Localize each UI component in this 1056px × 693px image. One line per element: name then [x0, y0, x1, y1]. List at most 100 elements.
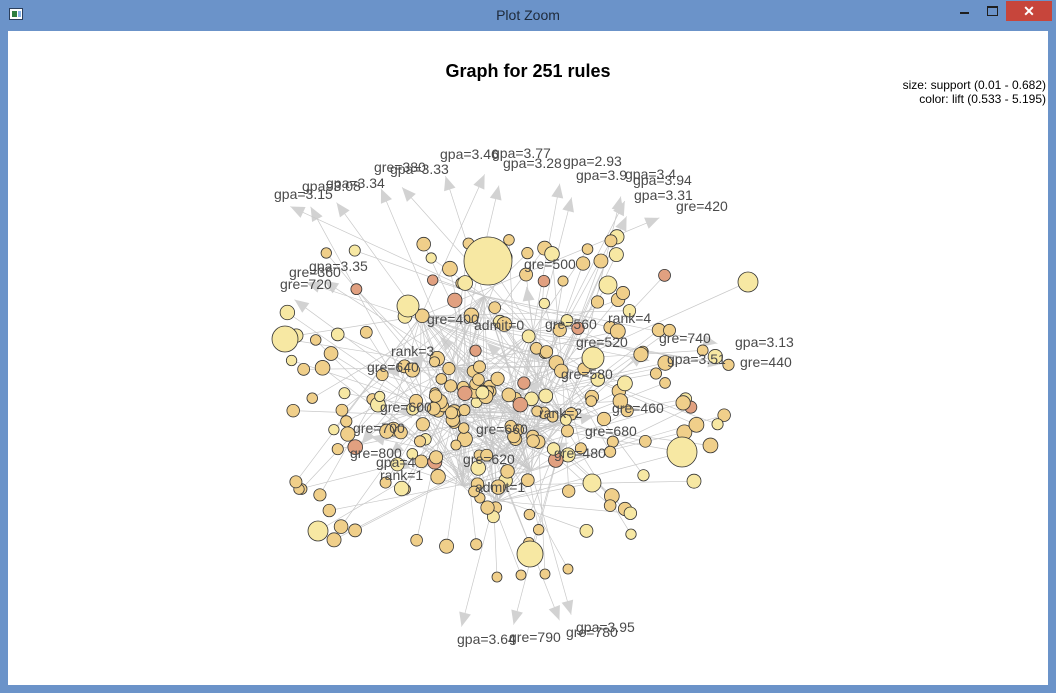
- item-label: gpa=3.13: [735, 334, 794, 350]
- rule-node: [396, 294, 420, 318]
- rule-node: [286, 403, 300, 418]
- item-label: gpa=3.51: [667, 351, 726, 367]
- rule-node: [480, 500, 495, 515]
- rule-node: [533, 524, 545, 536]
- edge: [361, 295, 485, 445]
- rule-node: [469, 344, 482, 357]
- item-label: gpa=4: [376, 454, 416, 470]
- minimize-button[interactable]: [950, 1, 979, 21]
- edge-arrow: [336, 202, 350, 218]
- edge-arrow: [486, 342, 502, 357]
- rule-node: [307, 520, 329, 542]
- rule-node: [521, 329, 536, 344]
- item-label: admit=0: [474, 317, 524, 333]
- rule-node: [429, 356, 441, 368]
- edge: [337, 412, 518, 450]
- rule-node: [347, 439, 363, 455]
- edge: [482, 295, 485, 391]
- rule-node: [322, 503, 336, 518]
- edge: [420, 174, 485, 317]
- edge: [561, 292, 624, 367]
- item-label: gpa=3.34: [326, 175, 385, 191]
- rule-node: [496, 316, 513, 332]
- rule-node: [608, 247, 624, 263]
- close-button[interactable]: ✕: [1006, 1, 1052, 21]
- edge: [310, 206, 464, 487]
- rule-node: [470, 538, 483, 551]
- rule-node: [557, 275, 569, 287]
- rule-node: [393, 425, 408, 440]
- edge: [462, 485, 587, 532]
- rule-node: [359, 325, 373, 339]
- item-label: gre=580: [561, 366, 613, 382]
- item-label: gpa=3.94: [633, 172, 692, 188]
- item-label: gpa=3.64: [457, 631, 516, 647]
- title-bar[interactable]: Plot Zoom ✕: [0, 0, 1056, 31]
- item-label: gre=740: [659, 330, 711, 346]
- rule-node: [609, 323, 626, 340]
- edge: [412, 369, 464, 487]
- rule-node: [604, 445, 617, 458]
- rule-node: [657, 355, 673, 371]
- rule-node: [430, 469, 446, 485]
- rule-node: [429, 450, 444, 465]
- edge: [529, 420, 568, 515]
- edge-arrow: [613, 201, 625, 217]
- item-label: gpa=3.95: [576, 619, 635, 635]
- rule-node: [554, 363, 569, 379]
- rule-node: [379, 476, 392, 489]
- rule-node: [472, 373, 485, 386]
- rule-node: [310, 334, 322, 346]
- rule-node: [457, 275, 473, 291]
- item-label: gre=790: [509, 629, 561, 645]
- edge: [561, 365, 611, 452]
- rule-node: [702, 437, 719, 454]
- rule-node: [571, 321, 585, 335]
- rule-node: [658, 268, 671, 282]
- item-label: gre=440: [740, 354, 792, 370]
- item-label: rank=1: [380, 467, 423, 483]
- edge: [561, 254, 617, 367]
- edge: [404, 366, 464, 487]
- rule-node: [737, 271, 759, 293]
- rule-node: [338, 387, 351, 400]
- edge: [446, 295, 485, 547]
- rule-node: [340, 415, 353, 428]
- rule-node: [562, 563, 574, 575]
- rule-node: [638, 434, 652, 448]
- edge: [505, 420, 568, 481]
- rule-node: [596, 411, 612, 427]
- rule-node: [320, 247, 332, 259]
- edge: [422, 315, 534, 332]
- edge: [303, 365, 563, 370]
- rule-node: [470, 460, 486, 476]
- item-label: gpa=3.35: [309, 258, 368, 274]
- rule-node: [409, 393, 423, 408]
- rule-node: [328, 424, 340, 436]
- rule-node: [539, 345, 554, 359]
- item-label: gpa=3.77: [492, 145, 551, 161]
- item-label: gre=520: [576, 334, 628, 350]
- edge: [386, 315, 422, 432]
- rule-node: [444, 379, 458, 393]
- rule-node: [390, 457, 405, 472]
- rule-node: [348, 523, 362, 538]
- rule-node: [473, 360, 486, 374]
- rule-node: [517, 376, 531, 390]
- rule-node: [457, 385, 473, 401]
- edge-arrow: [522, 286, 535, 302]
- maximize-button[interactable]: [979, 1, 1006, 21]
- rule-node: [425, 252, 437, 264]
- edge-arrow: [561, 599, 574, 615]
- rule-node: [450, 439, 462, 451]
- rule-node: [279, 304, 296, 321]
- item-label: gpa=3.46: [440, 146, 499, 162]
- rule-node: [526, 434, 540, 448]
- rule-node: [442, 260, 458, 277]
- item-label: gpa=3.9: [576, 167, 627, 183]
- rule-node: [688, 416, 705, 433]
- rule-node: [504, 419, 517, 433]
- rule-node: [331, 443, 344, 456]
- rule-node: [447, 292, 463, 308]
- rule-node: [582, 473, 602, 493]
